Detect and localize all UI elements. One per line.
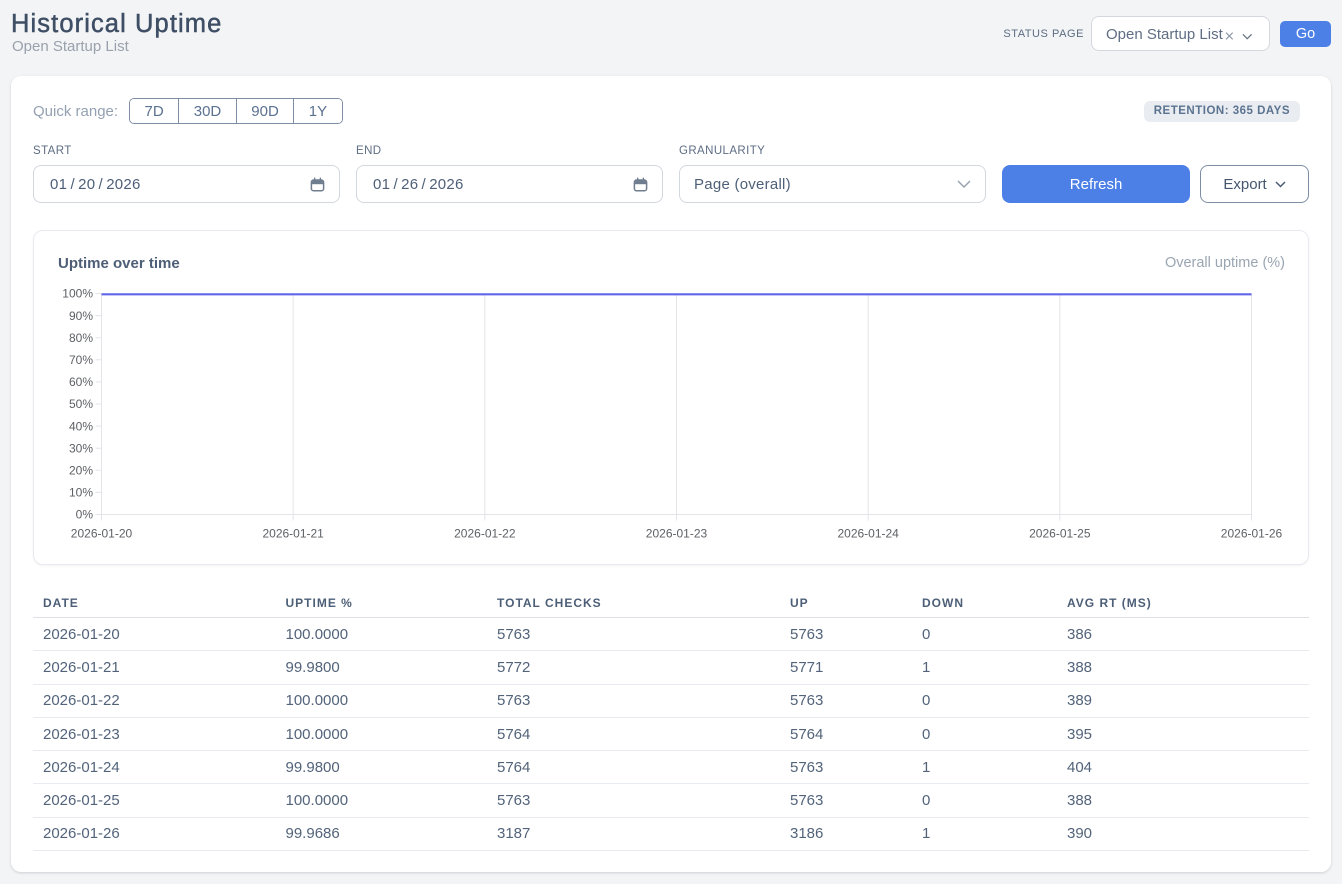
svg-text:90%: 90%: [69, 309, 93, 323]
svg-text:2026-01-21: 2026-01-21: [262, 527, 324, 541]
svg-text:0%: 0%: [76, 508, 94, 522]
svg-text:20%: 20%: [69, 464, 93, 478]
svg-text:2026-01-26: 2026-01-26: [1221, 527, 1283, 541]
svg-text:2026-01-23: 2026-01-23: [646, 527, 708, 541]
svg-text:100%: 100%: [62, 287, 93, 301]
svg-text:60%: 60%: [69, 375, 93, 389]
svg-text:2026-01-20: 2026-01-20: [71, 527, 133, 541]
svg-text:2026-01-25: 2026-01-25: [1029, 527, 1091, 541]
svg-text:2026-01-24: 2026-01-24: [837, 527, 899, 541]
svg-text:70%: 70%: [69, 353, 93, 367]
svg-text:10%: 10%: [69, 486, 93, 500]
svg-text:40%: 40%: [69, 419, 93, 433]
svg-text:50%: 50%: [69, 397, 93, 411]
svg-text:80%: 80%: [69, 331, 93, 345]
svg-text:2026-01-22: 2026-01-22: [454, 527, 516, 541]
svg-text:30%: 30%: [69, 441, 93, 455]
